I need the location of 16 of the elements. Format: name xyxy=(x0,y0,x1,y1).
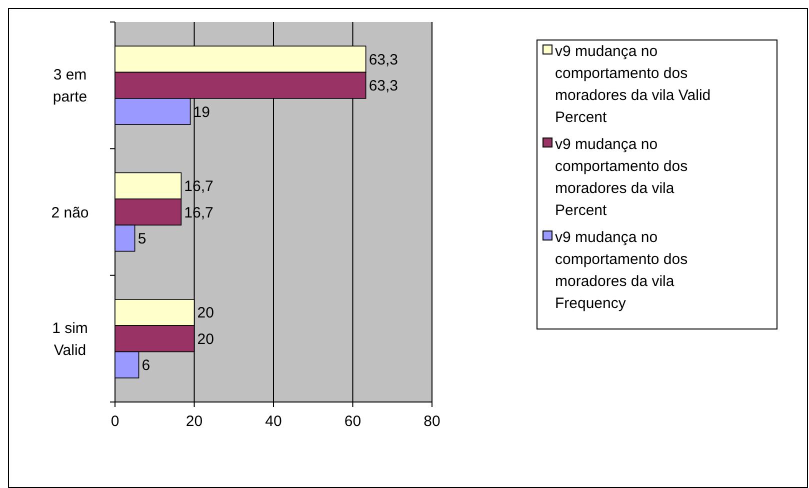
x-tick-label: 20 xyxy=(186,413,203,430)
data-label: 6 xyxy=(142,357,150,374)
legend-label: v9 mudança no comportamento dos moradores da vila Frequency xyxy=(555,229,688,312)
x-tick-label: 40 xyxy=(265,413,282,430)
x-tick-label: 60 xyxy=(344,413,362,430)
y-tick-label: 3 em parte xyxy=(52,66,88,106)
y-tick-label: 2 não xyxy=(51,204,89,222)
x-tick-label: 80 xyxy=(424,413,440,430)
data-label: 63,3 xyxy=(368,51,398,68)
y-tick-label: 1 sim Valid xyxy=(52,320,88,359)
data-label: 5 xyxy=(138,230,146,248)
data-label: 19 xyxy=(193,104,210,121)
data-label: 20 xyxy=(197,304,214,322)
x-tick-label: 0 xyxy=(110,413,120,430)
data-label: 63,3 xyxy=(368,78,398,95)
data-label: 20 xyxy=(197,330,214,348)
